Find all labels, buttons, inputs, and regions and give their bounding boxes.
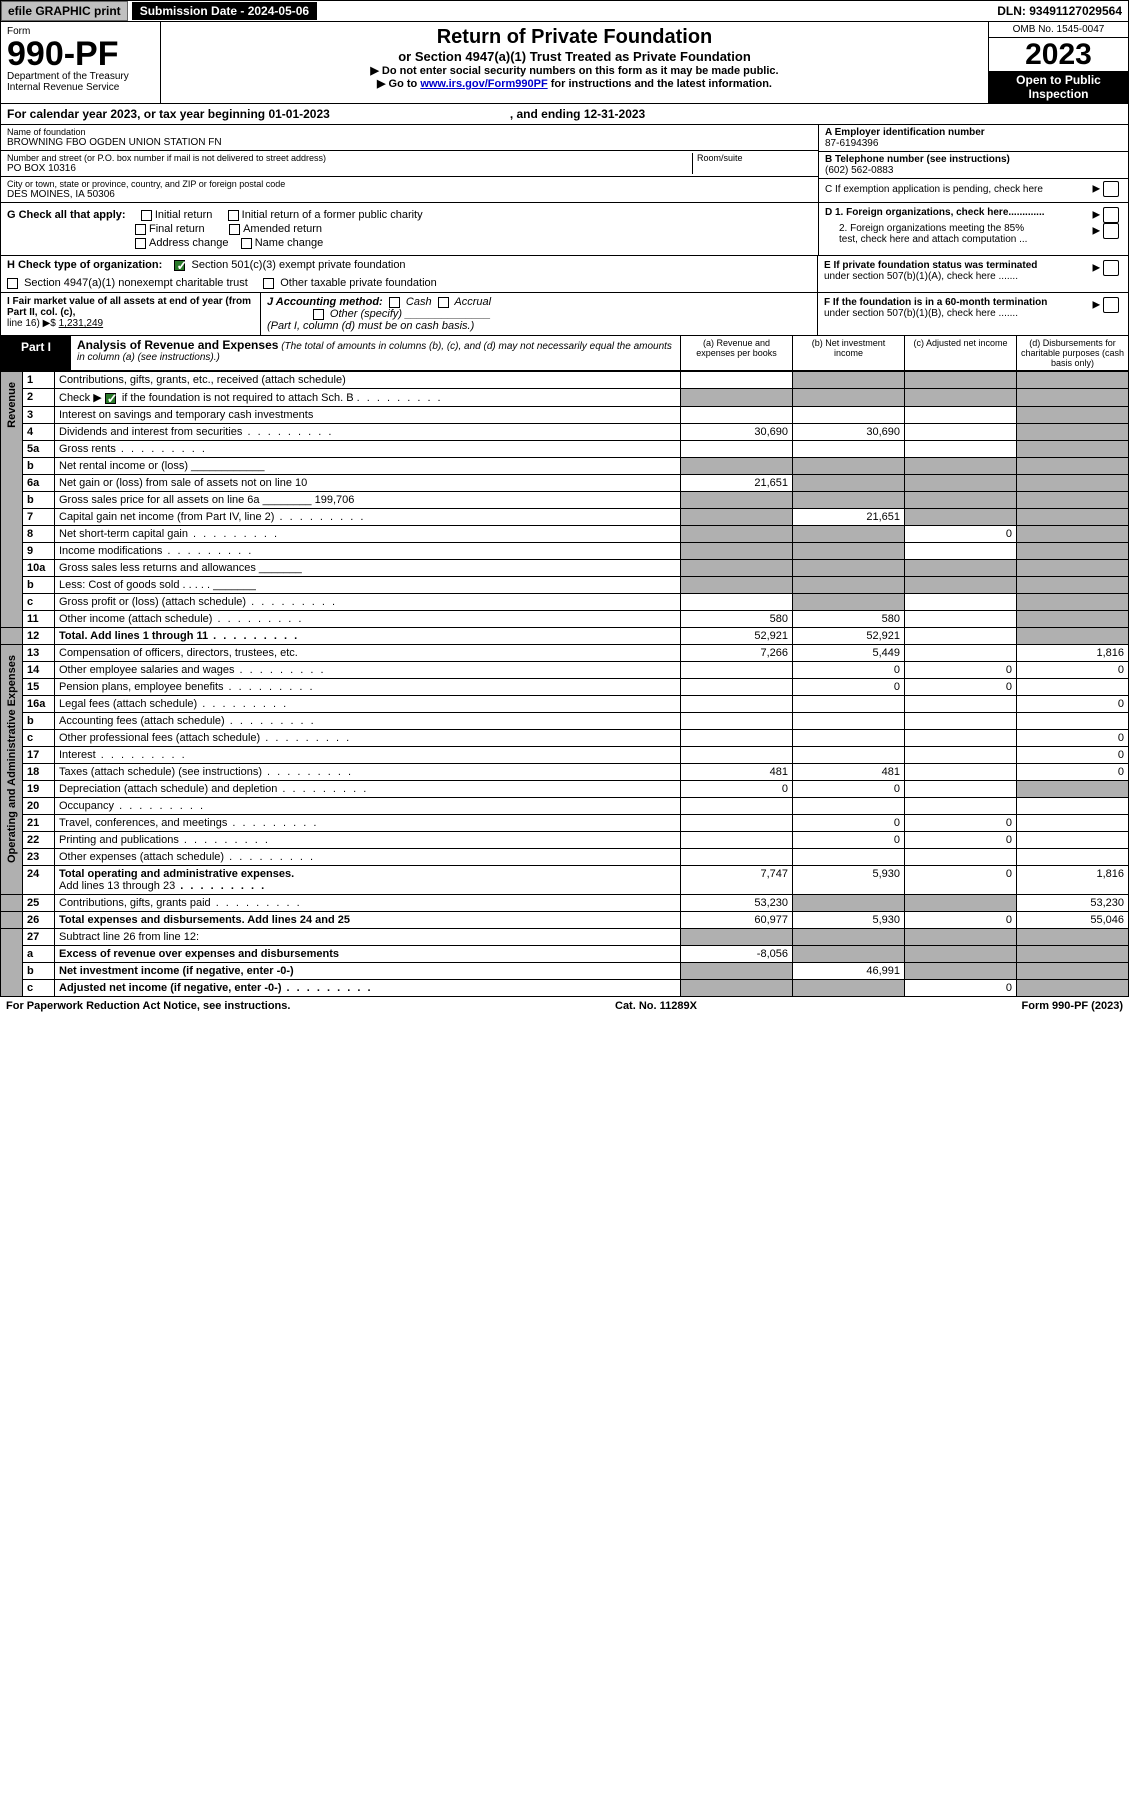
calendar-year-row: For calendar year 2023, or tax year begi… — [0, 104, 1129, 125]
col-c-header: (c) Adjusted net income — [904, 336, 1016, 370]
form-title: Return of Private Foundation — [169, 26, 980, 49]
d2-checkbox[interactable] — [1103, 223, 1119, 239]
j-cash: Cash — [406, 296, 432, 308]
form-number: 990-PF — [7, 37, 154, 71]
sch-b-checkbox[interactable] — [105, 393, 116, 404]
g-name-change: Name change — [255, 237, 324, 249]
g-initial-return-checkbox[interactable] — [141, 210, 152, 221]
efile-button[interactable]: efile GRAPHIC print — [1, 1, 128, 21]
g-name-change-checkbox[interactable] — [241, 238, 252, 249]
city: DES MOINES, IA 50306 — [7, 189, 812, 200]
g-amended: Amended return — [243, 223, 322, 235]
room-label: Room/suite — [692, 153, 812, 174]
d2a: 2. Foreign organizations meeting the 85% — [839, 223, 1024, 234]
g-label: G Check all that apply: — [7, 209, 126, 221]
part1-label: Part I — [1, 336, 71, 370]
g-initial-return: Initial return — [155, 209, 212, 221]
revenue-side-label: Revenue — [6, 374, 18, 436]
g-final-return: Final return — [149, 223, 205, 235]
top-bar: efile GRAPHIC print Submission Date - 20… — [0, 0, 1129, 22]
ein-label: A Employer identification number — [825, 127, 1122, 138]
h-4947: Section 4947(a)(1) nonexempt charitable … — [24, 277, 248, 289]
c-label: C If exemption application is pending, c… — [825, 184, 1043, 195]
j-accrual-checkbox[interactable] — [438, 297, 449, 308]
col-a-header: (a) Revenue and expenses per books — [680, 336, 792, 370]
h-501c3-checkbox[interactable] — [174, 260, 185, 271]
form-header: Form 990-PF Department of the Treasury I… — [0, 22, 1129, 104]
d2b: test, check here and attach computation … — [839, 234, 1027, 245]
paperwork-notice: For Paperwork Reduction Act Notice, see … — [6, 1000, 290, 1012]
j-cash-checkbox[interactable] — [389, 297, 400, 308]
addr-label: Number and street (or P.O. box number if… — [7, 153, 692, 163]
g-final-return-checkbox[interactable] — [135, 224, 146, 235]
e1: E If private foundation status was termi… — [824, 260, 1037, 271]
ein: 87-6194396 — [825, 138, 1122, 149]
h-e-block: H Check type of organization: Section 50… — [0, 256, 1129, 293]
col-d-header: (d) Disbursements for charitable purpose… — [1016, 336, 1128, 370]
part1-table: Revenue 1Contributions, gifts, grants, e… — [0, 371, 1129, 997]
page-footer: For Paperwork Reduction Act Notice, see … — [0, 997, 1129, 1015]
g-address-change-checkbox[interactable] — [135, 238, 146, 249]
h-other: Other taxable private foundation — [280, 277, 437, 289]
d1-checkbox[interactable] — [1103, 207, 1119, 223]
note-ssn: ▶ Do not enter social security numbers o… — [169, 64, 980, 77]
j-label: J Accounting method: — [267, 296, 383, 308]
j-other-checkbox[interactable] — [313, 309, 324, 320]
form-ref: Form 990-PF (2023) — [1022, 1000, 1123, 1012]
g-amended-checkbox[interactable] — [229, 224, 240, 235]
h-4947-checkbox[interactable] — [7, 278, 18, 289]
address: PO BOX 10316 — [7, 163, 692, 174]
form-subtitle: or Section 4947(a)(1) Trust Treated as P… — [169, 49, 980, 64]
irs-link[interactable]: www.irs.gov/Form990PF — [420, 78, 547, 90]
f1: F If the foundation is in a 60-month ter… — [824, 297, 1047, 308]
dln: DLN: 93491127029564 — [991, 2, 1128, 20]
open-public-2: Inspection — [989, 87, 1128, 101]
j-note: (Part I, column (d) must be on cash basi… — [267, 320, 474, 332]
city-label: City or town, state or province, country… — [7, 179, 812, 189]
i-j-f-block: I Fair market value of all assets at end… — [0, 293, 1129, 336]
open-public-1: Open to Public — [989, 73, 1128, 87]
fmv-value: 1,231,249 — [59, 318, 104, 329]
g-address-change: Address change — [149, 237, 229, 249]
j-other: Other (specify) — [330, 308, 402, 320]
g-former-charity-checkbox[interactable] — [228, 210, 239, 221]
e-checkbox[interactable] — [1103, 260, 1119, 276]
g-former-charity: Initial return of a former public charit… — [242, 209, 423, 221]
dept: Department of the Treasury — [7, 71, 154, 82]
cat-no: Cat. No. 11289X — [615, 1000, 697, 1012]
phone: (602) 562-0883 — [825, 165, 1122, 176]
entity-info: Name of foundation BROWNING FBO OGDEN UN… — [0, 125, 1129, 203]
g-d-block: G Check all that apply: Initial return I… — [0, 203, 1129, 256]
e2: under section 507(b)(1)(A), check here .… — [824, 271, 1018, 282]
name-label: Name of foundation — [7, 127, 812, 137]
tax-year: 2023 — [989, 38, 1128, 71]
f2: under section 507(b)(1)(B), check here .… — [824, 308, 1018, 319]
note-goto: ▶ Go to www.irs.gov/Form990PF for instru… — [169, 77, 980, 90]
h-501c3: Section 501(c)(3) exempt private foundat… — [192, 259, 406, 271]
j-accrual: Accrual — [454, 296, 491, 308]
foundation-name: BROWNING FBO OGDEN UNION STATION FN — [7, 137, 812, 148]
irs: Internal Revenue Service — [7, 82, 154, 93]
part1-title: Analysis of Revenue and Expenses — [77, 338, 278, 352]
phone-label: B Telephone number (see instructions) — [825, 154, 1122, 165]
submission-date: Submission Date - 2024-05-06 — [132, 2, 317, 20]
i-label: I Fair market value of all assets at end… — [7, 296, 251, 318]
f-checkbox[interactable] — [1103, 297, 1119, 313]
col-b-header: (b) Net investment income — [792, 336, 904, 370]
d1-label: D 1. Foreign organizations, check here..… — [825, 207, 1045, 218]
part1-header: Part I Analysis of Revenue and Expenses … — [0, 336, 1129, 371]
h-label: H Check type of organization: — [7, 259, 162, 271]
c-checkbox[interactable] — [1103, 181, 1119, 197]
expenses-side-label: Operating and Administrative Expenses — [6, 647, 18, 871]
omb: OMB No. 1545-0047 — [989, 22, 1128, 38]
h-other-checkbox[interactable] — [263, 278, 274, 289]
